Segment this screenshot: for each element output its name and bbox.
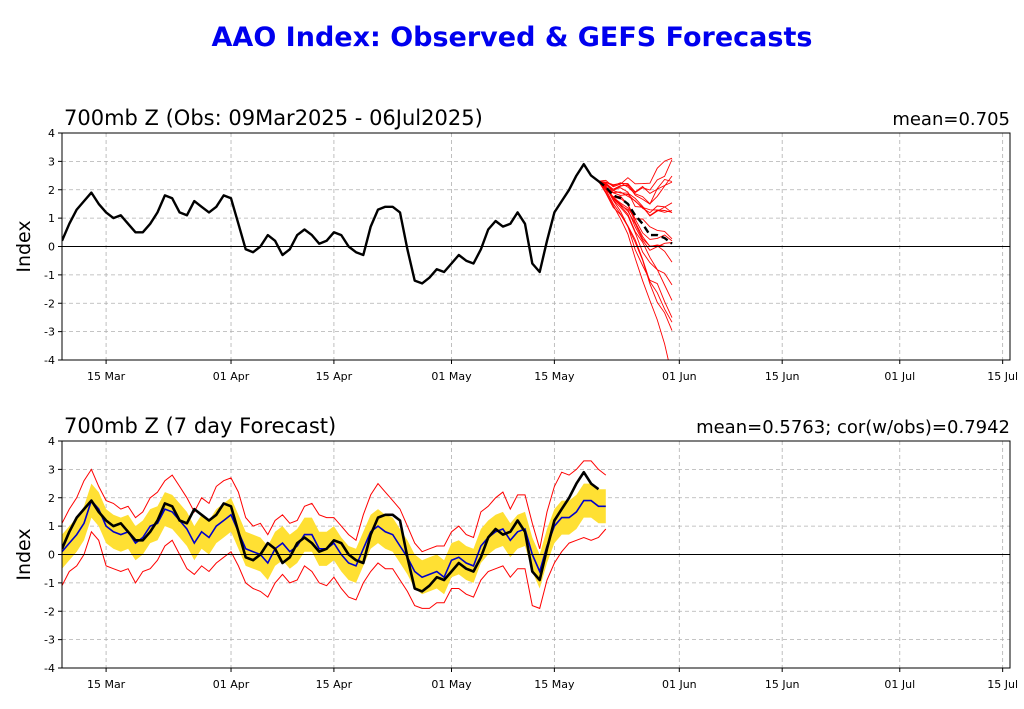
panel-title: 700mb Z (7 day Forecast) [64,414,336,438]
x-tick-label: 01 Jul [884,370,915,383]
x-tick-label: 01 Apr [213,370,250,383]
ensemble-spread-band [62,483,606,595]
x-tick-label: 15 Jun [765,678,800,691]
y-tick-label: -4 [44,354,55,367]
y-tick-label: -2 [44,297,55,310]
panel-title: 700mb Z (Obs: 09Mar2025 - 06Jul2025) [64,106,483,130]
x-tick-label: 01 May [431,678,472,691]
ensemble-member-line [598,180,673,240]
x-tick-label: 15 Mar [87,370,126,383]
forecast-mean-line [62,498,606,579]
panel-mean-annotation: mean=0.5763; cor(w/obs)=0.7942 [696,417,1010,438]
y-tick-label: -3 [44,634,55,647]
x-tick-label: 01 Apr [213,678,250,691]
y-tick-label: -1 [44,269,55,282]
y-tick-label: 0 [48,241,55,254]
ensemble-member-line [598,180,673,323]
y-tick-label: 3 [48,155,55,168]
x-tick-label: 15 May [534,678,575,691]
ensemble-member-line [598,157,673,188]
observed-line [62,162,600,285]
y-tick-label: 1 [48,520,55,533]
y-tick-label: -3 [44,326,55,339]
ensemble-mean-dashed-line [597,180,673,245]
y-axis-label: Index [13,220,35,272]
panel-mean-annotation: mean=0.705 [892,109,1010,130]
x-tick-label: 01 Jul [884,678,915,691]
envelope-upper-line [62,460,607,553]
x-tick-label: 15 Apr [316,370,353,383]
observed-panel: -4 -3 -2 -1 0 1 2 3 4 15 Mar 01 Apr 15 Apr 01 May 15 … [13,106,1018,383]
y-tick-label: 4 [48,435,55,448]
y-tick-label: 1 [48,212,55,225]
x-tick-label: 15 Apr [316,678,353,691]
x-tick-label: 01 May [431,370,472,383]
y-tick-label: 2 [48,184,55,197]
ensemble-member-line [598,175,673,205]
envelope-lower-line [62,528,607,610]
y-tick-label: -1 [44,577,55,590]
y-tick-label: 3 [48,463,55,476]
plot-area [62,460,607,610]
ensemble-member-line [598,178,673,205]
x-tick-label: 15 Mar [87,678,126,691]
forecast-panel: -4 -3 -2 -1 0 1 2 3 4 15 Mar 01 Apr 15 Apr 01 May 15 … [13,414,1018,691]
y-axis-label: Index [13,528,35,580]
x-tick-label: 01 Jun [662,678,697,691]
chart-main-title: AAO Index: Observed & GEFS Forecasts [211,22,813,53]
x-tick-label: 15 May [534,370,575,383]
ensemble-member-line [598,180,673,318]
ensemble-member-line [598,180,669,360]
y-tick-label: 4 [48,127,55,140]
x-tick-label: 15 Jul [987,678,1018,691]
ensemble-member-line [598,180,673,194]
ensemble-member-line [598,180,673,331]
observed-line [62,470,600,593]
y-tick-label: 2 [48,492,55,505]
x-tick-label: 15 Jun [765,370,800,383]
y-tick-label: 0 [48,549,55,562]
y-tick-label: -2 [44,605,55,618]
ensemble-member-line [598,180,673,216]
plot-area [62,157,673,360]
y-tick-label: -4 [44,662,55,675]
x-tick-label: 15 Jul [987,370,1018,383]
x-tick-label: 01 Jun [662,370,697,383]
